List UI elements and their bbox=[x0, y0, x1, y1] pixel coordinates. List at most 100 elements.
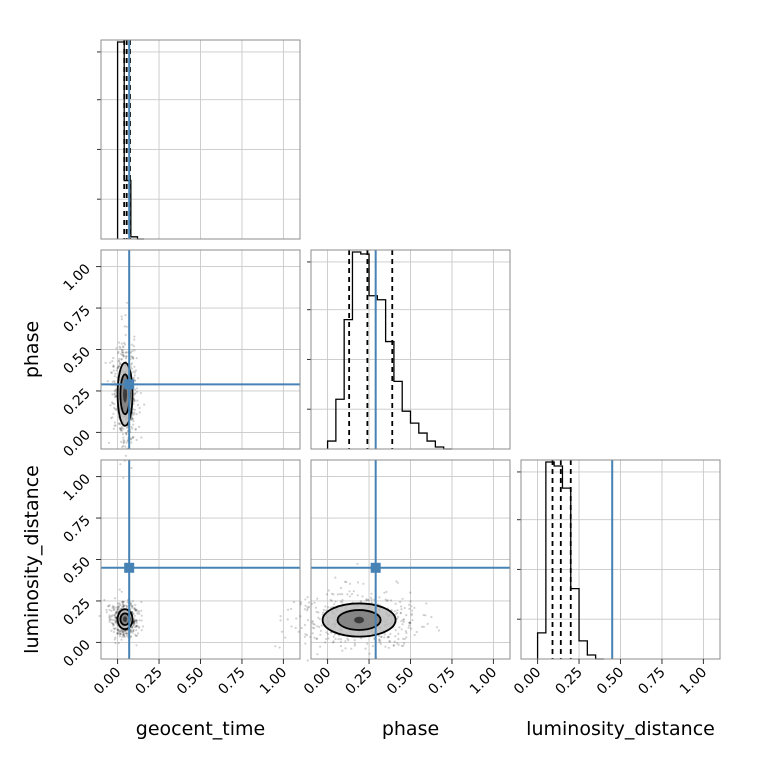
sample-point bbox=[379, 635, 382, 639]
xtick-label-phase-2: 0.50 bbox=[384, 665, 417, 698]
sample-point bbox=[123, 343, 127, 346]
histogram-geocent_time bbox=[116, 41, 145, 240]
sample-point bbox=[430, 615, 433, 619]
sample-point bbox=[136, 390, 139, 393]
sample-point bbox=[334, 576, 337, 579]
sample-point bbox=[324, 641, 327, 644]
sample-point bbox=[411, 609, 414, 612]
sample-point bbox=[115, 407, 118, 410]
sample-point bbox=[341, 649, 344, 652]
sample-point bbox=[133, 365, 136, 368]
sample-point bbox=[344, 640, 347, 643]
sample-point bbox=[109, 361, 112, 364]
sample-point bbox=[116, 606, 120, 609]
sample-point bbox=[133, 617, 136, 620]
sample-point bbox=[426, 622, 429, 626]
sample-point bbox=[113, 627, 116, 631]
sample-point bbox=[130, 418, 133, 422]
xtick-label-phase-0: 0.00 bbox=[301, 665, 334, 698]
sample-point bbox=[116, 611, 119, 614]
sample-point bbox=[111, 622, 114, 626]
sample-point bbox=[132, 629, 135, 633]
sample-point bbox=[313, 636, 316, 639]
sample-point bbox=[306, 606, 309, 609]
sample-point bbox=[112, 427, 115, 430]
sample-point bbox=[131, 343, 134, 346]
sample-point bbox=[325, 593, 328, 596]
sample-point bbox=[118, 361, 122, 365]
ytick-label-phase-0: 0.00 bbox=[60, 427, 93, 460]
sample-point bbox=[107, 441, 111, 444]
sample-point bbox=[131, 631, 134, 634]
sample-point bbox=[393, 640, 396, 643]
sample-point bbox=[133, 608, 136, 611]
sample-point bbox=[397, 637, 400, 641]
sample-point bbox=[402, 637, 405, 641]
sample-point bbox=[112, 356, 115, 360]
sample-point bbox=[400, 608, 403, 611]
sample-point bbox=[124, 604, 127, 607]
sample-point bbox=[140, 629, 143, 632]
sample-point bbox=[403, 637, 406, 641]
density-fill-phase-vs-luminosity_distance-0 bbox=[354, 616, 365, 624]
xlabel-phase: phase bbox=[382, 718, 439, 740]
contour-geocent_time-vs-phase-2 bbox=[116, 361, 134, 427]
sample-point bbox=[114, 613, 117, 616]
sample-point bbox=[122, 436, 125, 439]
sample-point bbox=[123, 632, 126, 635]
sample-point bbox=[126, 634, 129, 638]
sample-point bbox=[116, 607, 119, 611]
sample-point bbox=[304, 598, 307, 601]
sample-point bbox=[303, 635, 306, 638]
sample-point bbox=[118, 630, 121, 633]
sample-point bbox=[115, 610, 118, 614]
sample-point bbox=[110, 618, 113, 621]
sample-point bbox=[115, 620, 118, 623]
sample-point bbox=[316, 653, 319, 656]
xtick-label-geocent_time-3: 0.75 bbox=[215, 665, 248, 698]
sample-point bbox=[365, 599, 368, 602]
sample-point bbox=[346, 637, 349, 640]
sample-point bbox=[122, 600, 125, 604]
sample-point bbox=[124, 314, 127, 317]
sample-point bbox=[324, 605, 327, 608]
sample-point bbox=[388, 640, 391, 643]
sample-point bbox=[132, 624, 135, 627]
sample-point bbox=[362, 582, 365, 585]
sample-point bbox=[122, 605, 125, 608]
sample-point bbox=[117, 642, 120, 645]
sample-point bbox=[117, 630, 120, 634]
sample-point bbox=[114, 616, 117, 619]
sample-point bbox=[119, 346, 122, 350]
sample-point bbox=[332, 641, 335, 644]
sample-point bbox=[109, 615, 112, 618]
sample-point bbox=[353, 642, 356, 645]
sample-point bbox=[140, 609, 143, 612]
sample-point bbox=[394, 635, 397, 638]
sample-point bbox=[131, 356, 134, 359]
sample-point bbox=[353, 639, 356, 642]
sample-point bbox=[400, 605, 403, 608]
sample-point bbox=[110, 615, 113, 618]
sample-point bbox=[122, 444, 125, 448]
sample-point bbox=[116, 366, 120, 370]
sample-point bbox=[125, 606, 128, 609]
sample-point bbox=[108, 616, 111, 619]
sample-point bbox=[409, 622, 412, 625]
sample-point bbox=[129, 635, 132, 638]
sample-point bbox=[123, 325, 126, 328]
sample-point bbox=[131, 606, 134, 610]
sample-point bbox=[319, 645, 322, 648]
xtick-label-luminosity_distance-1: 0.25 bbox=[553, 665, 586, 698]
sample-point bbox=[137, 610, 141, 613]
sample-point bbox=[114, 642, 117, 645]
sample-point bbox=[117, 422, 120, 425]
sample-point bbox=[113, 381, 116, 384]
sample-point bbox=[110, 371, 113, 374]
sample-point bbox=[108, 617, 111, 621]
sample-point bbox=[341, 598, 344, 602]
sample-point bbox=[407, 626, 410, 629]
sample-point bbox=[392, 644, 395, 647]
sample-point bbox=[383, 591, 386, 594]
sample-point bbox=[108, 604, 111, 607]
